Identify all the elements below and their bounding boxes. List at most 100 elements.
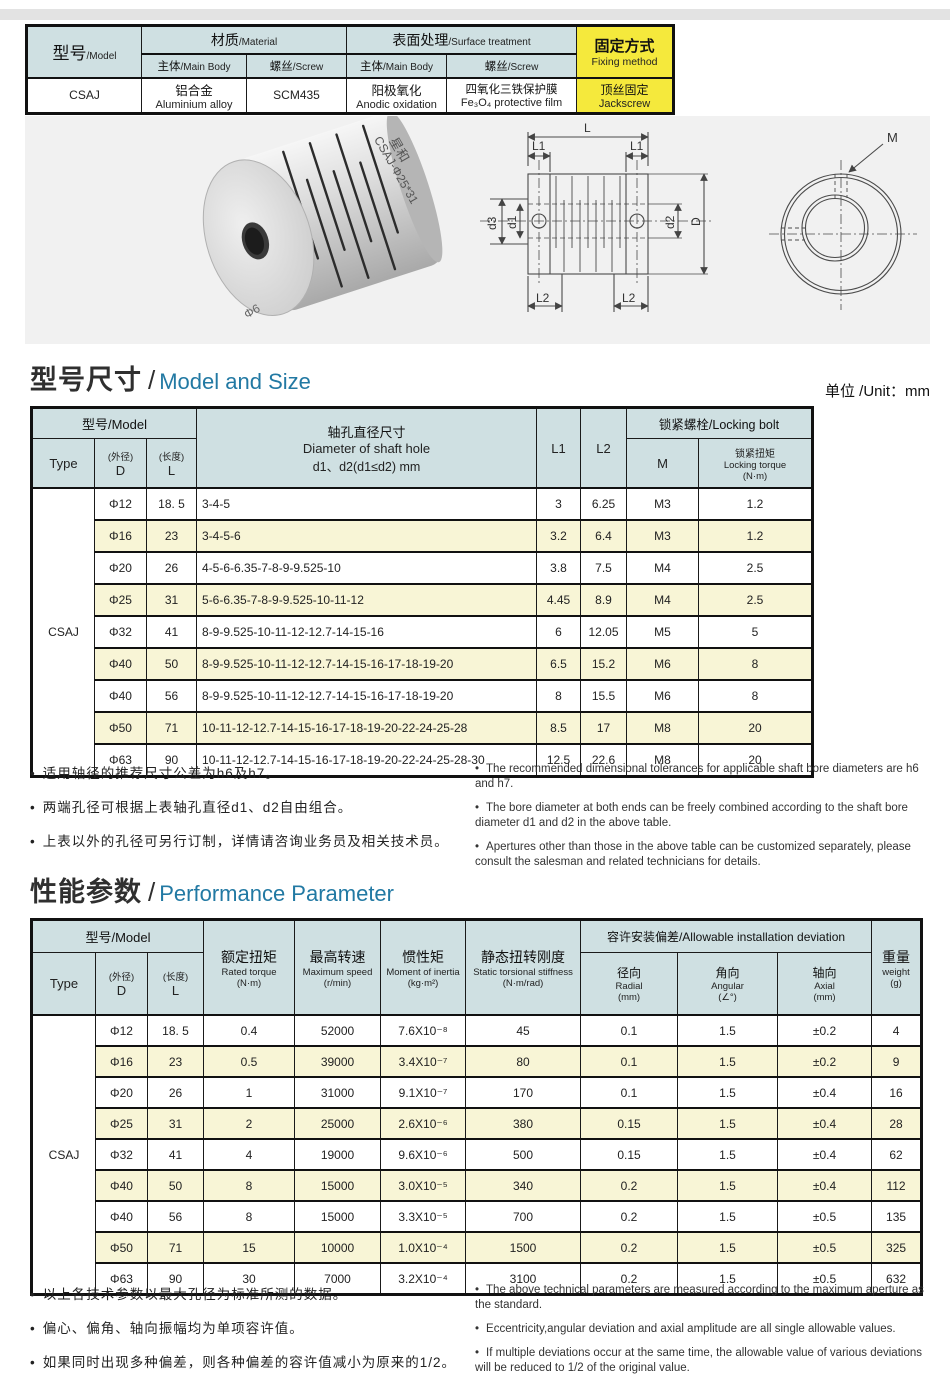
cell: 8 xyxy=(203,1169,296,1202)
cell: 1.2 xyxy=(698,519,814,553)
cell: ±0.4 xyxy=(777,1107,873,1140)
cell: 20 xyxy=(698,711,814,745)
cell: 8 xyxy=(536,679,582,713)
cell: 8.9 xyxy=(580,583,628,617)
label: 径向 xyxy=(617,966,642,980)
table-row: Φ20 26 4-5-6-6.35-7-8-9-9.525-10 3.8 7.5 M4 2.… xyxy=(31,551,814,585)
top-divider xyxy=(0,9,950,20)
label: (N·m) xyxy=(742,470,768,482)
cell: Φ25 xyxy=(95,1107,148,1140)
size-header-l: (长度) L xyxy=(145,438,198,489)
cell: 8.5 xyxy=(536,711,582,745)
cell: 41 xyxy=(146,1138,205,1171)
cell: 1.5 xyxy=(677,1107,779,1140)
spec-material-body: 铝合金 Aluminium alloy xyxy=(141,77,247,114)
perf-header-deviation: 容许安装偏差/Allowable installation deviation xyxy=(580,919,873,953)
table-row: Φ40 56 8-9-9.525-10-11-12-12.7-14-15-16-17… xyxy=(31,679,814,713)
note: 以上各技术参数以最大孔径为标准所测的数据。 xyxy=(30,1283,475,1303)
notes-bottom-zh: 以上各技术参数以最大孔径为标准所测的数据。 偏心、偏角、轴向振幅均为单项容许值。… xyxy=(30,1283,475,1385)
dimension-drawing-end: M xyxy=(769,130,917,310)
cell: 31 xyxy=(146,1107,205,1140)
cell: Φ16 xyxy=(95,1045,148,1078)
cell: M6 xyxy=(626,647,700,681)
label: Jackscrew xyxy=(598,97,651,110)
spec-header-surface-en: /Surface treatment xyxy=(448,36,531,48)
label: 轴向 xyxy=(812,966,837,980)
label: (mm) xyxy=(813,992,836,1003)
spec-header-fixing-en: Fixing method xyxy=(591,56,658,69)
spec-fixing-value: 顶丝固定 Jackscrew xyxy=(576,77,675,114)
cell: 6.25 xyxy=(580,487,628,521)
cell: Φ25 xyxy=(94,583,147,617)
model-size-table: 型号/Model 轴孔直径尺寸 Diameter of shaft hole d… xyxy=(30,406,815,778)
cell: 5-6-6.35-7-8-9-9.525-10-11-12 xyxy=(196,583,538,617)
table-row: Φ50 71 10-11-12-12.7-14-15-16-17-18-19-20-… xyxy=(31,711,814,745)
cell: 0.2 xyxy=(580,1169,679,1202)
label: (N·m/rad) xyxy=(502,977,544,989)
label: Angular xyxy=(711,981,744,992)
cell: ±0.2 xyxy=(777,1045,873,1078)
label: 型号/Model xyxy=(81,416,148,432)
cell: 0.4 xyxy=(203,1014,296,1047)
size-header-d: (外径) D xyxy=(94,438,147,489)
cell: 28 xyxy=(871,1107,923,1140)
perf-header-stiffness: 静态扭转刚度 Static torsional stiffness (N·m/r… xyxy=(465,919,582,1016)
table-row: Φ16 23 3-4-5-6 3.2 6.4 M3 1.2 xyxy=(31,519,814,553)
cell: ±0.2 xyxy=(777,1014,873,1047)
note: Apertures other than those in the above … xyxy=(475,840,925,870)
cell: 0.1 xyxy=(580,1014,679,1047)
table-row: Φ16 23 0.5 39000 3.4X10⁻⁷ 80 0.1 1.5 ±0.2 9 xyxy=(31,1045,923,1078)
label: (外径) xyxy=(107,451,134,463)
notes-mid: 适用轴径的推荐尺寸公差为h6及h7。 两端孔径可根据上表轴孔直径d1、d2自由组… xyxy=(30,762,930,879)
cell: 50 xyxy=(145,647,198,681)
cell: 0.15 xyxy=(580,1138,679,1171)
table-row: Φ40 50 8-9-9.525-10-11-12-12.7-14-15-16-17… xyxy=(31,647,814,681)
dim-label-L1-left: L1 xyxy=(532,139,546,153)
dim-label-L2-left: L2 xyxy=(536,291,550,305)
cell: 71 xyxy=(145,711,198,745)
perf-header-type: Type xyxy=(31,952,96,1016)
product-photo: 星和 CSAJ-Φ25*31 9Φ xyxy=(202,116,443,321)
label: Static torsional stiffness xyxy=(473,966,573,978)
cell: M4 xyxy=(626,551,700,585)
cell: 0.15 xyxy=(580,1107,679,1140)
spec-header-material: 材质/Material xyxy=(140,25,348,54)
note: The bore diameter at both ends can be fr… xyxy=(475,801,925,831)
cell: ±0.5 xyxy=(777,1200,873,1233)
cell: ±0.4 xyxy=(777,1076,873,1109)
label: L xyxy=(171,983,180,998)
label: 主体 xyxy=(360,60,383,73)
cell: 380 xyxy=(465,1107,582,1140)
cell: 3-4-5-6 xyxy=(196,519,538,553)
cell: 41 xyxy=(145,615,198,649)
cell: 0.2 xyxy=(580,1231,679,1264)
cell: 31 xyxy=(145,583,198,617)
cell: 4 xyxy=(871,1014,923,1047)
cell: 1.5 xyxy=(677,1045,779,1078)
cell: 0.1 xyxy=(580,1045,679,1078)
cell: 4-5-6-6.35-7-8-9-9.525-10 xyxy=(196,551,538,585)
dimension-drawing-side: L L1 L1 L2 L2 d3 d1 d2 D xyxy=(480,121,712,312)
cell: 56 xyxy=(145,679,198,713)
cell: 135 xyxy=(871,1200,923,1233)
notes-mid-zh: 适用轴径的推荐尺寸公差为h6及h7。 两端孔径可根据上表轴孔直径d1、d2自由组… xyxy=(30,762,475,879)
cell: 26 xyxy=(145,551,198,585)
cell: 16 xyxy=(871,1076,923,1109)
label: (N·m) xyxy=(236,977,262,989)
cell: 18. 5 xyxy=(146,1014,205,1047)
label: (g) xyxy=(890,977,902,989)
cell: 6 xyxy=(536,615,582,649)
cell: 31000 xyxy=(294,1076,382,1109)
spec-subheader-screw-1: 螺丝/Screw xyxy=(245,53,348,78)
cell: 3.2 xyxy=(536,519,582,553)
label: 顶丝固定 xyxy=(600,82,649,97)
cell: Φ32 xyxy=(95,1138,148,1171)
dim-label-L2-right: L2 xyxy=(622,291,636,305)
label: 锁紧扭矩 xyxy=(735,448,776,460)
label: D xyxy=(116,983,127,998)
cell: 25000 xyxy=(294,1107,382,1140)
cell: 3 xyxy=(536,487,582,521)
cell: 15000 xyxy=(294,1169,382,1202)
note: The recommended dimensional tolerances f… xyxy=(475,762,925,792)
label: Fe₃O₄ protective film xyxy=(460,97,563,110)
